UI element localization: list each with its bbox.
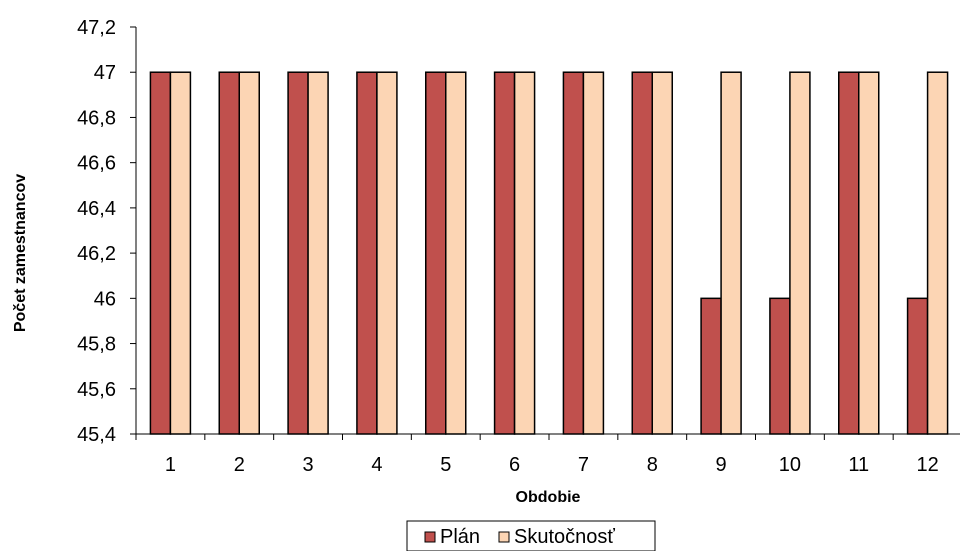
legend-label-skutocnost: Skutočnosť: [514, 526, 615, 548]
bar-skutocnost-7: [582, 71, 605, 435]
x-tick-label: 11: [848, 454, 869, 476]
bar-skutocnost-8: [651, 71, 673, 435]
bar-skutocnost-5: [445, 71, 467, 435]
y-tick-label: 45,6: [77, 379, 116, 401]
bar-plan-6: [493, 71, 516, 435]
bar-plan-1: [149, 71, 172, 435]
bar-plan-12: [906, 297, 929, 435]
y-tick-label: 47,2: [77, 17, 116, 39]
bar-plan-10: [769, 297, 791, 435]
y-ticks-group: 45,4 45,6 45,8 46 46,2 46,4 46,6 46,8 47 47,2: [77, 17, 136, 446]
bar-plan-7: [562, 71, 585, 435]
x-tick-label: 12: [916, 454, 938, 476]
x-tick-label: 9: [716, 454, 727, 476]
bars-group: [149, 71, 949, 435]
x-tick-label: 10: [779, 454, 801, 476]
legend: Plán Skutočnosť: [406, 520, 656, 551]
bar-plan-4: [356, 71, 378, 435]
x-tick-label: 2: [234, 454, 245, 476]
bar-skutocnost-6: [513, 71, 536, 435]
bar-plan-8: [631, 71, 653, 435]
bar-skutocnost-3: [307, 71, 329, 435]
legend-label-plan: Plán: [440, 526, 480, 548]
y-tick-label: 46,8: [77, 107, 116, 129]
x-tick-label: 3: [303, 454, 314, 476]
bar-skutocnost-10: [789, 71, 811, 435]
y-axis-title: Počet zamestnancov: [12, 174, 29, 332]
x-ticks-group: 1 2 3 4 5 6 7 8 9 10 11 12: [135, 434, 939, 476]
x-tick-label: 5: [440, 454, 451, 476]
bar-plan-9: [700, 297, 722, 435]
bar-plan-11: [838, 71, 860, 435]
bar-plan-5: [425, 71, 447, 435]
bar-skutocnost-2: [238, 71, 260, 435]
bar-plan-2: [218, 71, 240, 435]
y-tick-label: 46,6: [77, 153, 116, 175]
y-tick-label: 46: [94, 288, 116, 310]
x-axis-title: Obdobie: [516, 489, 581, 506]
x-tick-label: 4: [371, 454, 382, 476]
x-tick-label: 8: [647, 454, 658, 476]
y-tick-label: 45,8: [77, 334, 116, 356]
y-tick-label: 47: [94, 62, 116, 84]
x-tick-label: 1: [165, 454, 176, 476]
x-tick-label: 6: [509, 454, 520, 476]
y-tick-label: 45,4: [77, 424, 116, 446]
bar-skutocnost-12: [926, 71, 949, 435]
bar-skutocnost-1: [169, 71, 192, 435]
bar-skutocnost-4: [376, 71, 398, 435]
legend-box: [406, 520, 656, 551]
legend-swatch-skutocnost: [498, 531, 510, 543]
bar-skutocnost-9: [720, 71, 742, 435]
bar-skutocnost-11: [858, 71, 880, 435]
x-tick-label: 7: [578, 454, 589, 476]
legend-swatch-plan: [424, 531, 436, 543]
bar-plan-3: [287, 71, 309, 435]
y-tick-label: 46,2: [77, 243, 116, 265]
y-tick-label: 46,4: [77, 198, 116, 220]
